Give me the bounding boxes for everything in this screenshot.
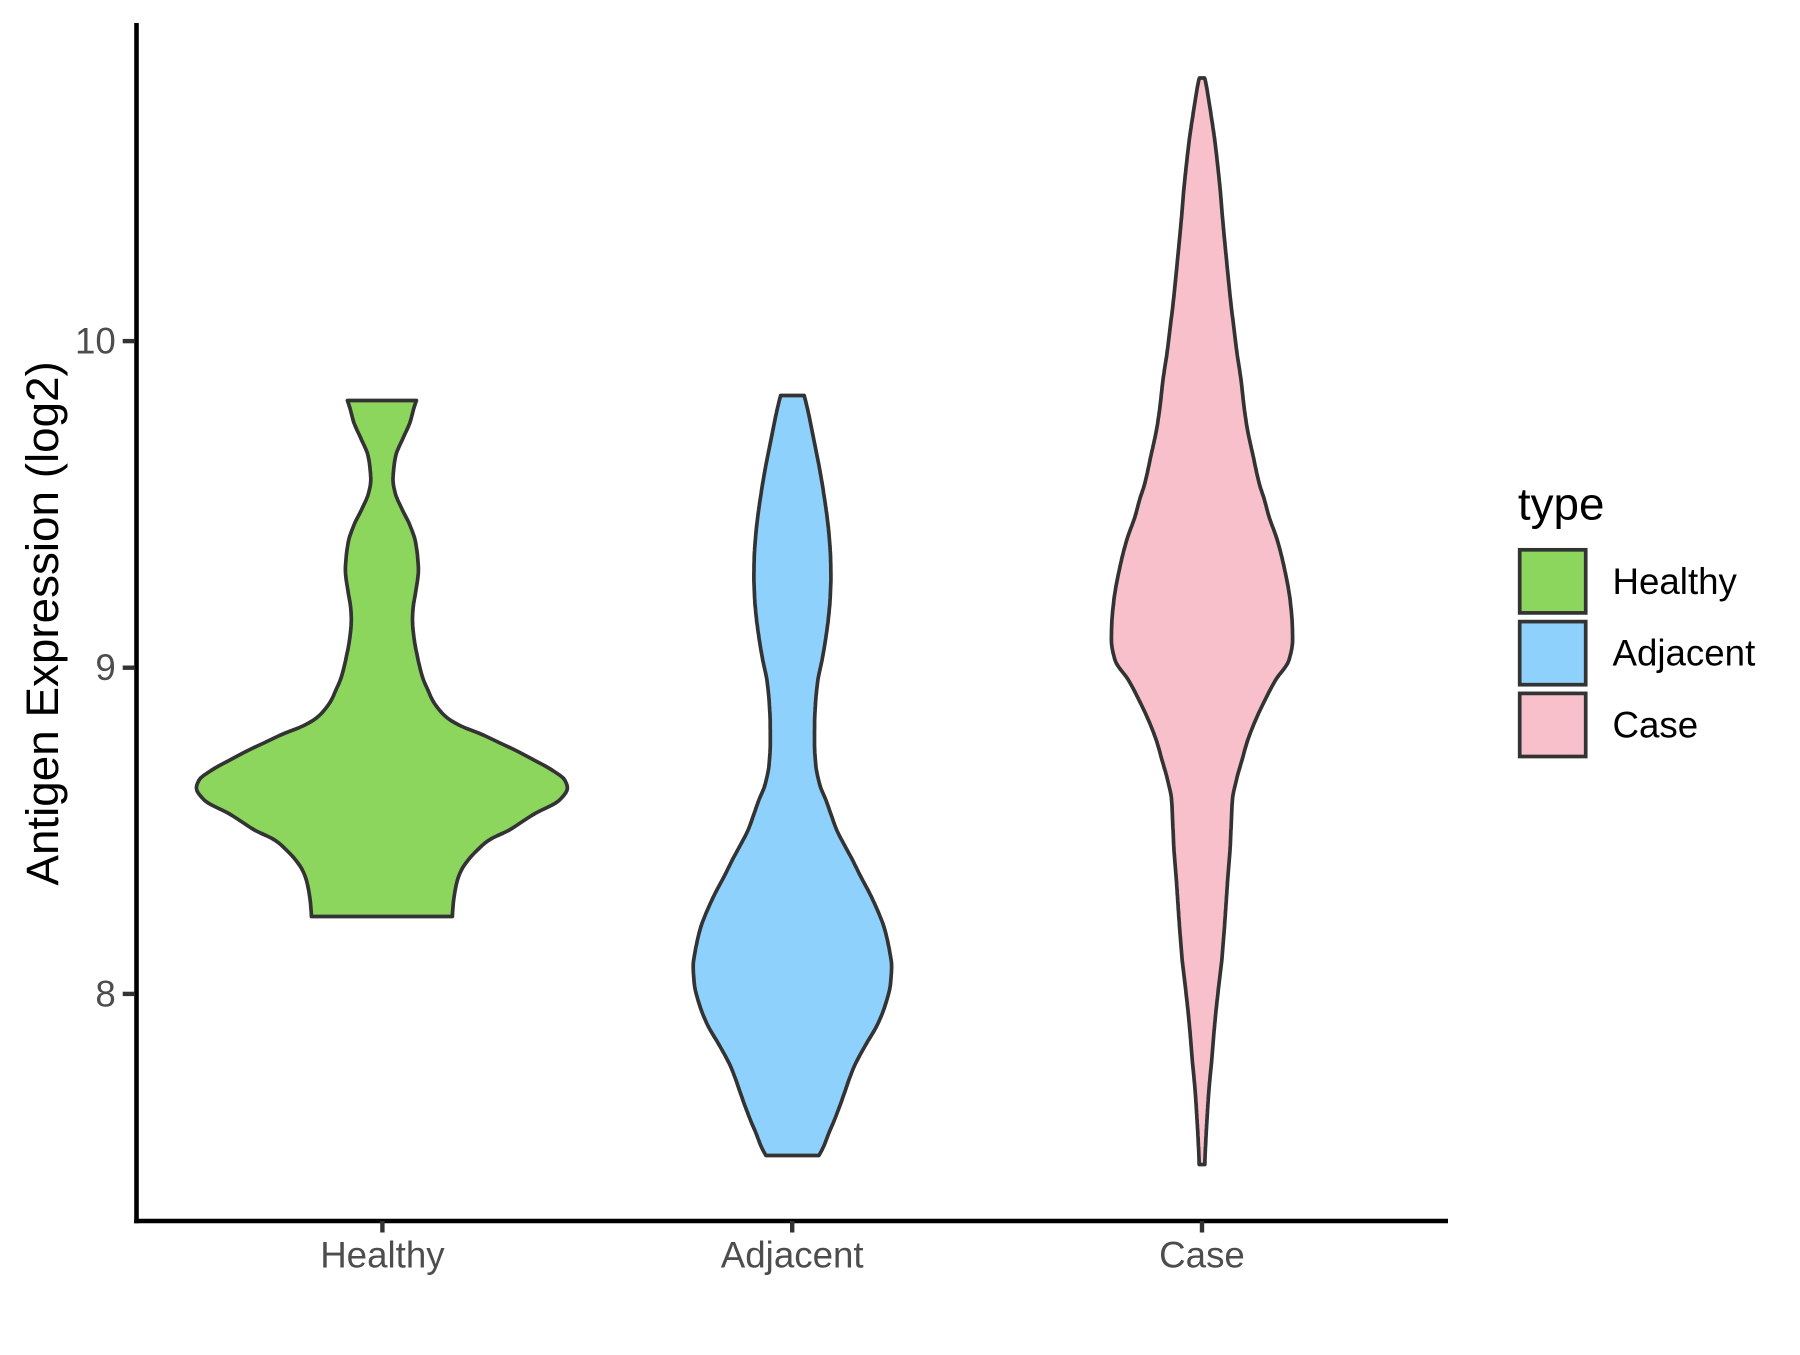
svg-text:Case: Case: [1613, 704, 1699, 745]
svg-text:Healthy: Healthy: [320, 1235, 445, 1276]
svg-text:Antigen Expression (log2): Antigen Expression (log2): [17, 361, 68, 885]
svg-text:Adjacent: Adjacent: [1613, 633, 1756, 674]
svg-text:Adjacent: Adjacent: [721, 1235, 864, 1276]
svg-text:Case: Case: [1159, 1235, 1245, 1276]
svg-text:type: type: [1518, 478, 1605, 529]
svg-text:10: 10: [75, 321, 116, 362]
svg-text:Healthy: Healthy: [1613, 561, 1738, 602]
svg-text:8: 8: [95, 973, 115, 1014]
svg-text:9: 9: [95, 647, 115, 688]
